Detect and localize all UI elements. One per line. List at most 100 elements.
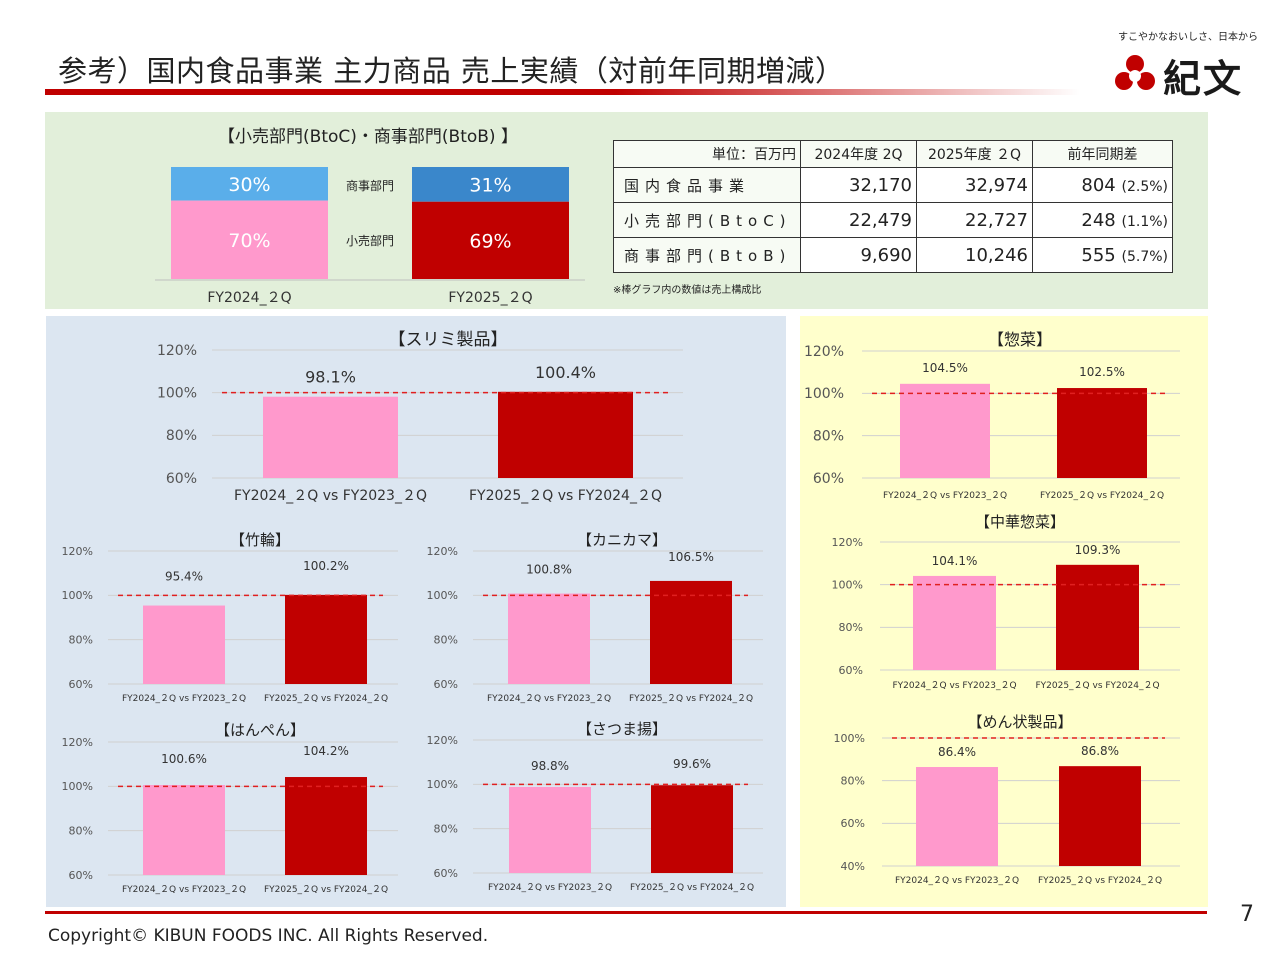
- surimi-chart: 60% 80% 100% 120% 98.1% FY2024_２Q vs FY2023_２…: [157, 330, 683, 504]
- brand-tagline: すこやかなおいしさ、日本から: [1118, 32, 1258, 43]
- diff-pct: (2.5%): [1121, 178, 1169, 195]
- bar: [916, 767, 998, 866]
- data-label: 86.4%: [938, 745, 976, 759]
- category-label: FY2025_２Q vs FY2024_２Q: [1038, 876, 1162, 886]
- btob-segment: [171, 167, 328, 201]
- col-header-diff: 前年同期差: [1032, 140, 1173, 168]
- y-tick-label: 120%: [804, 344, 844, 360]
- segment-label-btoc: 小売部門: [346, 233, 394, 248]
- btoc-segment: [171, 200, 328, 279]
- y-tick-label: 100%: [834, 732, 865, 745]
- data-label: 98.1%: [305, 368, 356, 387]
- data-label: 102.5%: [1079, 365, 1125, 379]
- y-tick-label: 80%: [841, 775, 865, 788]
- composition-title: 【小売部門(BtoC)・商事部門(BtoB) 】: [218, 127, 518, 147]
- category-label: FY2024_２Q vs FY2023_２Q: [487, 694, 611, 704]
- bar: [285, 594, 367, 684]
- chart-title: 【はんぺん】: [215, 721, 305, 739]
- value-2025: 10,246: [916, 237, 1033, 273]
- value-2024: 22,479: [800, 202, 917, 238]
- diff-pct: (1.1%): [1121, 213, 1169, 230]
- y-tick-label: 60%: [839, 664, 863, 677]
- kibun-logo: [1115, 55, 1155, 90]
- bar: [263, 396, 398, 478]
- chikuwa-chart: 60% 80% 100% 120% 95.4% FY2024_２Q vs FY2023_２…: [62, 531, 398, 704]
- y-tick-label: 120%: [832, 536, 863, 549]
- copyright: Copyright© KIBUN FOODS INC. All Rights R…: [48, 926, 489, 946]
- y-tick-label: 100%: [427, 589, 458, 602]
- row-name: 国内食品事業: [613, 167, 801, 203]
- category-label: FY2024_２Q vs FY2023_２Q: [488, 883, 612, 893]
- y-tick-label: 60%: [813, 471, 844, 487]
- data-label: 100.6%: [161, 752, 207, 766]
- data-label: 100.4%: [535, 363, 596, 382]
- hanpen-chart: 60% 80% 100% 120% 100.6% FY2024_２Q vs FY2023_…: [62, 721, 398, 895]
- chart-title: 【カニカマ】: [577, 531, 667, 549]
- segment-label-btob: 商事部門: [346, 178, 394, 193]
- chart-title: 【めん状製品】: [967, 713, 1072, 731]
- bar: [1056, 564, 1139, 670]
- y-tick-label: 40%: [841, 860, 865, 873]
- data-label: 106.5%: [668, 550, 714, 564]
- y-tick-label: 100%: [427, 778, 458, 791]
- bar: [650, 580, 732, 684]
- y-tick-label: 100%: [157, 386, 197, 402]
- category-label: FY2025_２Q vs FY2024_２Q: [264, 885, 388, 895]
- category-label: FY2024_２Q: [207, 290, 291, 306]
- row-name: 商事部門(BtoB): [613, 237, 801, 273]
- composition-chart: 【小売部門(BtoC)・商事部門(BtoB) 】 30% 70% FY2024_２Q 3…: [155, 127, 585, 306]
- bar: [498, 391, 633, 478]
- bar: [1059, 766, 1141, 866]
- men-chart: 40% 60% 80% 100% 86.4% FY2024_２Q vs FY2023_２Q…: [834, 713, 1180, 886]
- chart-title: 【惣菜】: [988, 330, 1052, 349]
- y-tick-label: 120%: [62, 545, 93, 558]
- category-label: FY2025_２Q vs FY2024_２Q: [1040, 491, 1164, 501]
- bar: [900, 383, 990, 478]
- diff-cell: 804 (2.5%): [1032, 167, 1173, 203]
- y-tick-label: 120%: [427, 545, 458, 558]
- btoc-segment: [412, 201, 569, 279]
- bar: [143, 605, 225, 684]
- chart-title: 【さつま揚】: [577, 720, 667, 738]
- chart-note: ※棒グラフ内の数値は売上構成比: [613, 285, 762, 296]
- page-title: 参考）国内食品事業 主力商品 売上実績（対前年同期増減）: [58, 54, 845, 88]
- category-label: FY2025_２Q: [448, 290, 532, 306]
- category-label: FY2024_２Q vs FY2023_２Q: [122, 694, 246, 704]
- y-tick-label: 100%: [832, 579, 863, 592]
- diff-value: 804: [1081, 174, 1116, 196]
- y-tick-label: 60%: [69, 869, 93, 882]
- bar: [508, 593, 590, 684]
- col-header-2024: 2024年度 2Q: [800, 140, 917, 168]
- bar: [913, 575, 996, 670]
- category-label: FY2024_２Q vs FY2023_２Q: [883, 491, 1007, 501]
- y-tick-label: 60%: [434, 867, 458, 880]
- y-tick-label: 100%: [62, 780, 93, 793]
- data-label: 100.2%: [303, 559, 349, 573]
- category-label: FY2024_２Q vs FY2023_２Q: [895, 876, 1019, 886]
- value-2025: 32,974: [916, 167, 1033, 203]
- y-tick-label: 80%: [839, 621, 863, 634]
- value-2025: 22,727: [916, 202, 1033, 238]
- category-label: FY2024_２Q vs FY2023_２Q: [234, 488, 427, 504]
- bar: [651, 785, 733, 873]
- category-label: FY2025_２Q vs FY2024_２Q: [629, 694, 753, 704]
- bar: [1057, 388, 1147, 478]
- chart-title: 【スリミ製品】: [389, 330, 508, 350]
- bar: [509, 786, 591, 873]
- title-underline: [45, 89, 1080, 95]
- col-header-2025: 2025年度 ２Q: [916, 140, 1033, 168]
- btoc-share-label: 69%: [469, 230, 511, 252]
- btob-share-label: 31%: [469, 174, 511, 196]
- data-label: 95.4%: [165, 570, 203, 584]
- btoc-share-label: 70%: [228, 230, 270, 252]
- y-tick-label: 80%: [69, 825, 93, 838]
- chart-title: 【中華惣菜】: [975, 513, 1065, 531]
- y-tick-label: 60%: [166, 471, 197, 487]
- sales-table: 単位：百万円 2024年度 2Q 2025年度 ２Q 前年同期差 国内食品事業 …: [613, 140, 1173, 273]
- flower-mark-icon: [1115, 55, 1155, 90]
- footer-divider: [45, 911, 1207, 914]
- category-label: FY2024_２Q vs FY2023_２Q: [122, 885, 246, 895]
- category-label: FY2025_２Q vs FY2024_２Q: [630, 883, 754, 893]
- y-tick-label: 60%: [434, 678, 458, 691]
- category-label: FY2025_２Q vs FY2024_２Q: [1035, 681, 1159, 691]
